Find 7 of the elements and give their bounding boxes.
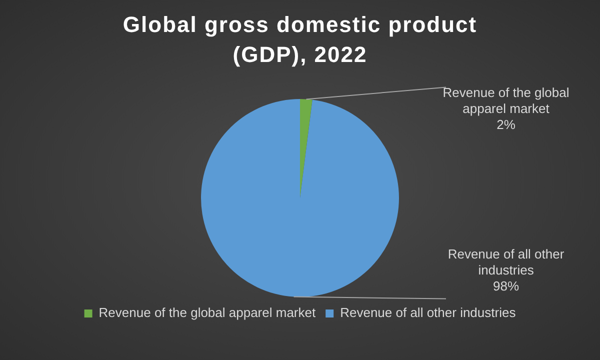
chart-title: Global gross domestic product (GDP), 2022 [122, 11, 478, 69]
slice-label: Revenue of the global apparel market [442, 84, 570, 116]
legend-label: Revenue of the global apparel market [98, 305, 316, 320]
data-label: 98% [492, 278, 520, 294]
slice-label: Revenue of all other industries [448, 246, 565, 278]
data-label: 2% [496, 116, 516, 132]
legend-label: Revenue of all other industries [340, 305, 516, 320]
